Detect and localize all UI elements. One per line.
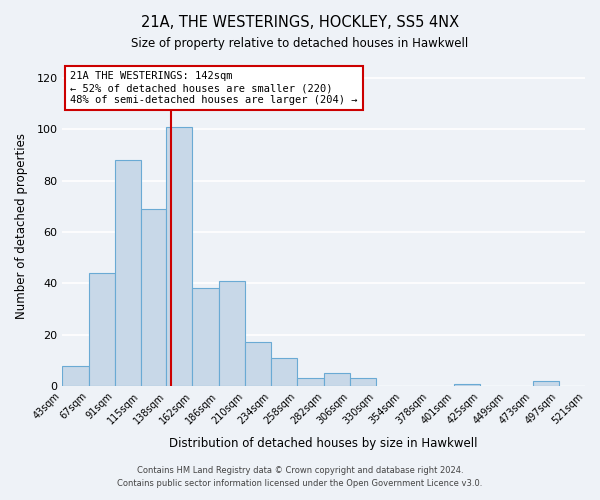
Bar [218,281,245,386]
Bar [245,342,271,386]
Bar [166,126,193,386]
Bar [89,273,115,386]
Bar [533,381,559,386]
Bar [62,366,89,386]
Bar [141,209,166,386]
Text: 21A, THE WESTERINGS, HOCKLEY, SS5 4NX: 21A, THE WESTERINGS, HOCKLEY, SS5 4NX [141,15,459,30]
Bar [298,378,323,386]
Text: Size of property relative to detached houses in Hawkwell: Size of property relative to detached ho… [131,38,469,51]
Bar [323,374,350,386]
Bar [115,160,141,386]
Bar [350,378,376,386]
X-axis label: Distribution of detached houses by size in Hawkwell: Distribution of detached houses by size … [169,437,478,450]
Bar [454,384,480,386]
Bar [193,288,218,386]
Bar [271,358,298,386]
Text: 21A THE WESTERINGS: 142sqm
← 52% of detached houses are smaller (220)
48% of sem: 21A THE WESTERINGS: 142sqm ← 52% of deta… [70,72,358,104]
Text: Contains HM Land Registry data © Crown copyright and database right 2024.
Contai: Contains HM Land Registry data © Crown c… [118,466,482,487]
Y-axis label: Number of detached properties: Number of detached properties [15,132,28,318]
